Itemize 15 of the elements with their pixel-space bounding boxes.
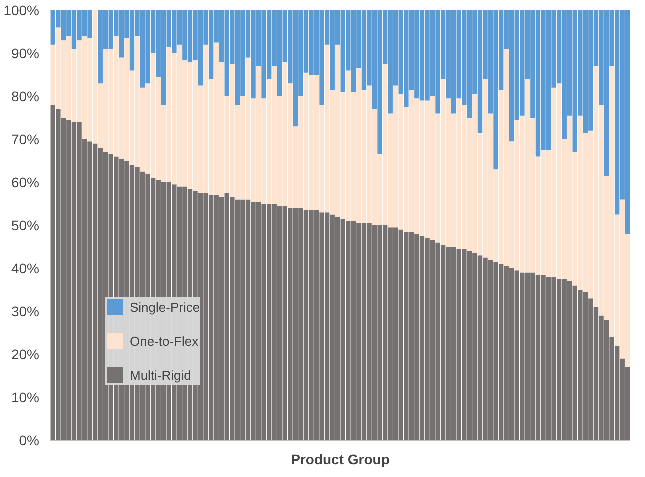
y-tick-label: 60% — [11, 174, 40, 190]
y-tick-label: 40% — [11, 260, 40, 276]
y-tick-label: 10% — [11, 390, 40, 406]
x-axis-title: Product Group — [291, 452, 390, 468]
y-tick-label: 90% — [11, 46, 40, 62]
y-tick-label: 0% — [19, 432, 40, 448]
y-tick-label: 80% — [11, 88, 40, 104]
y-tick-label: 100% — [4, 2, 40, 18]
y-tick-label: 20% — [11, 346, 40, 362]
legend-label: Multi-Rigid — [130, 368, 192, 382]
y-tick-label: 70% — [11, 132, 40, 148]
y-tick-label: 30% — [11, 304, 40, 320]
legend-label: Single-Price — [130, 300, 200, 314]
y-tick-label: 50% — [11, 218, 40, 234]
legend-label: One-to-Flex — [130, 334, 199, 348]
